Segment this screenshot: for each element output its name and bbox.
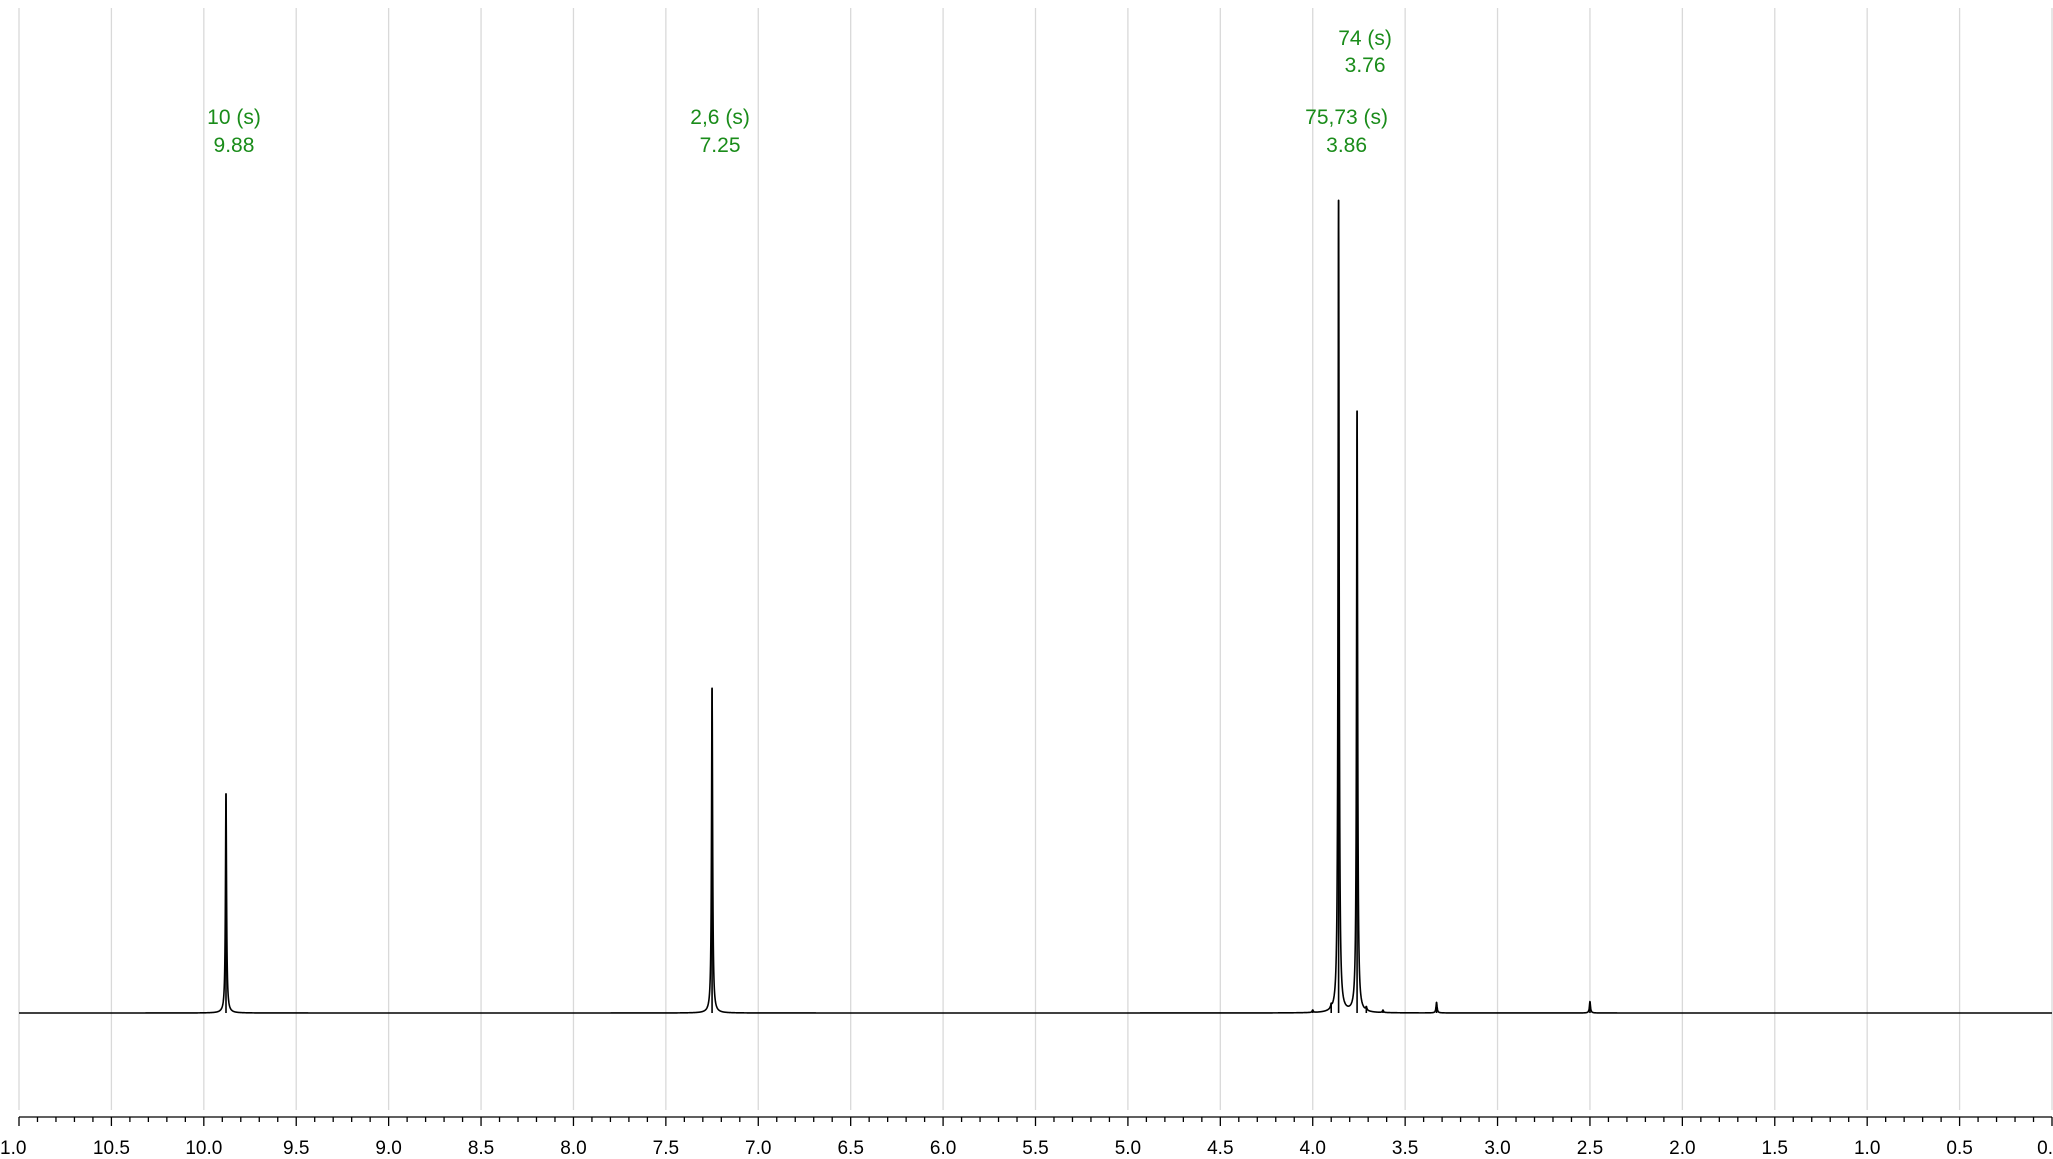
- x-tick-label: 2.5: [1577, 1138, 1603, 1159]
- x-tick-label: 1.5: [1762, 1138, 1788, 1159]
- x-tick-label: 6.5: [837, 1138, 863, 1159]
- x-tick-label: 3.5: [1392, 1138, 1418, 1159]
- x-tick-label: 6.0: [930, 1138, 956, 1159]
- x-tick-label: 7.0: [745, 1138, 771, 1159]
- spectrum-trace-group: [18, 199, 2053, 1014]
- x-tick-label: 9.5: [283, 1138, 309, 1159]
- peak-assignment-label: 74 (s): [1338, 27, 1392, 50]
- x-tick-label: 9.0: [375, 1138, 401, 1159]
- x-tick-label: 1.0: [1854, 1138, 1880, 1159]
- x-tick-label: 4.0: [1300, 1138, 1326, 1159]
- peak-shift-label: 3.76: [1345, 54, 1386, 77]
- x-tick-label: 4.5: [1207, 1138, 1233, 1159]
- x-tick-label: 5.0: [1115, 1138, 1141, 1159]
- x-tick-label: 10.5: [93, 1138, 130, 1159]
- grid-lines: [18, 8, 2053, 1110]
- x-tick-label: 2.0: [1669, 1138, 1695, 1159]
- x-tick-label: 3.0: [1484, 1138, 1510, 1159]
- x-tick-label: 7.5: [653, 1138, 679, 1159]
- peak-shift-label: 3.86: [1326, 134, 1367, 157]
- spectrum-trace: [18, 199, 2053, 1014]
- x-axis: 1.0 10.5 10.0 9.5 9.0 8.5 8.0 7.5 7.0 6.5 6.0 5.5 5.…: [0, 1116, 2053, 1159]
- x-tick-label: 8.0: [560, 1138, 586, 1159]
- x-tick-label: 5.5: [1022, 1138, 1048, 1159]
- x-tick-label: 8.5: [468, 1138, 494, 1159]
- peak-shift-label: 9.88: [214, 134, 255, 157]
- peak-shift-label: 7.25: [700, 134, 741, 157]
- peak-assignment-label: 75,73 (s): [1305, 106, 1388, 129]
- peak-labels: 10 (s) 9.88 2,6 (s) 7.25 75,73 (s) 3.86 74 (s)…: [207, 27, 1392, 157]
- peak-assignment-label: 2,6 (s): [690, 106, 750, 129]
- peak-assignment-label: 10 (s): [207, 106, 261, 129]
- x-tick-label: 1.0: [0, 1138, 26, 1159]
- x-tick-label: 10.0: [185, 1138, 222, 1159]
- x-tick-label: 0.5: [1946, 1138, 1972, 1159]
- x-tick-label: 0.: [2037, 1138, 2053, 1159]
